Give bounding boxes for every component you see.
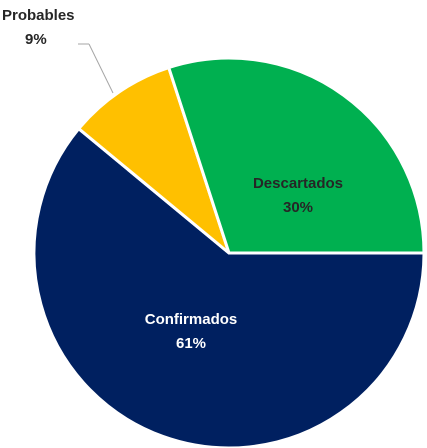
confirmados-value: 61% (176, 335, 206, 352)
slice-confirmados (32, 127, 426, 448)
probables-leader-line (88, 43, 114, 94)
probables-value: 9% (25, 31, 47, 48)
descartados-label: Descartados (253, 175, 343, 192)
pie-slices (32, 56, 426, 448)
probables-label: Probables (2, 7, 75, 24)
confirmados-label: Confirmados (145, 311, 238, 328)
slice-probables (77, 66, 231, 255)
descartados-value: 30% (283, 199, 313, 216)
slice-descartados (167, 56, 426, 255)
